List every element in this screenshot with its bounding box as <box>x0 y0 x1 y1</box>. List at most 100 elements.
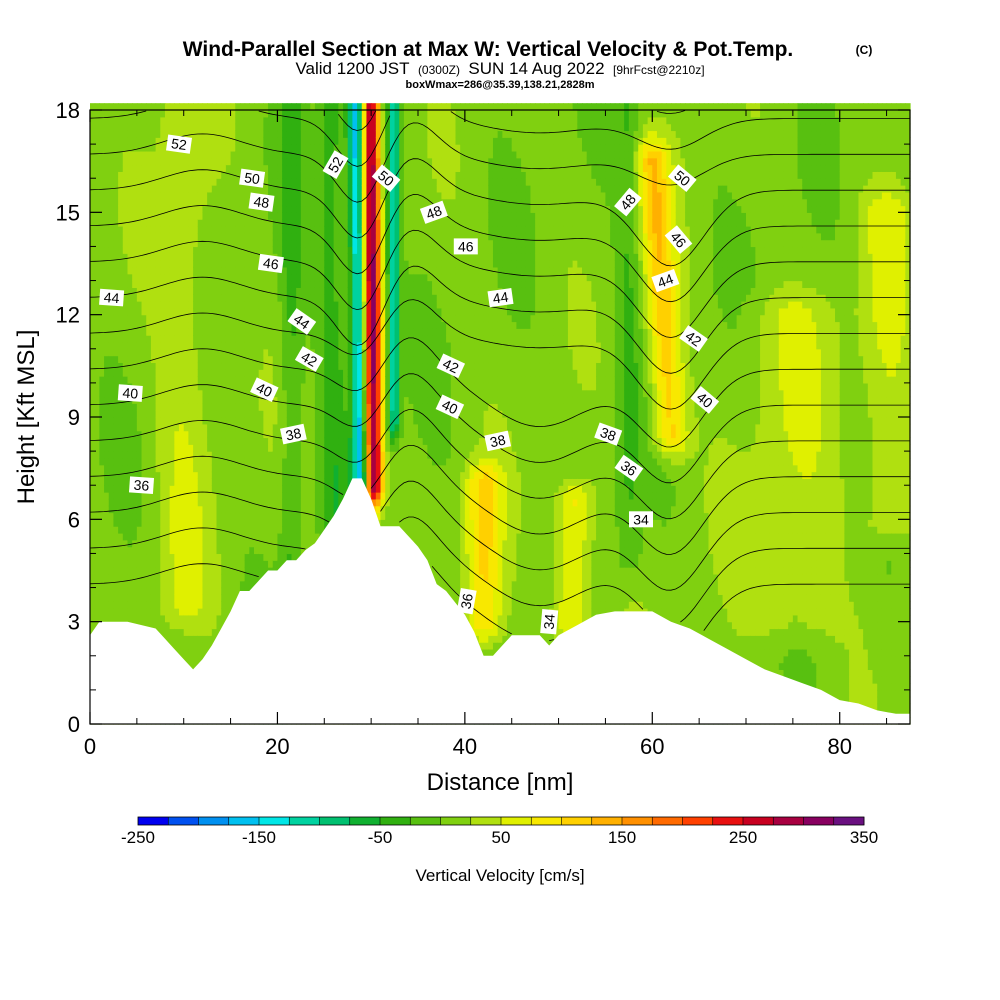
velocity-cell <box>123 274 128 281</box>
velocity-cell <box>273 294 278 301</box>
velocity-cell <box>277 437 282 444</box>
velocity-cell <box>109 165 114 172</box>
velocity-cell <box>118 376 123 383</box>
velocity-cell <box>184 178 189 185</box>
velocity-cell <box>137 553 142 560</box>
velocity-cell <box>188 588 193 595</box>
velocity-cell <box>95 110 100 117</box>
velocity-cell <box>90 130 95 137</box>
velocity-cell <box>235 342 240 349</box>
velocity-cell <box>184 335 189 342</box>
velocity-cell <box>165 513 170 520</box>
velocity-cell <box>188 192 193 199</box>
velocity-cell <box>90 192 95 199</box>
velocity-cell <box>198 117 203 124</box>
velocity-cell <box>170 151 175 158</box>
velocity-cell <box>273 547 278 554</box>
velocity-cell <box>127 424 132 431</box>
velocity-cell <box>268 560 273 567</box>
velocity-cell <box>231 212 236 219</box>
velocity-cell <box>212 622 217 629</box>
velocity-cell <box>184 635 189 642</box>
velocity-cell <box>174 513 179 520</box>
velocity-cell <box>99 226 104 233</box>
velocity-cell <box>109 417 114 424</box>
velocity-cell <box>249 465 254 472</box>
velocity-cell <box>170 267 175 274</box>
velocity-cell <box>179 212 184 219</box>
velocity-cell <box>90 253 95 260</box>
velocity-cell <box>170 233 175 240</box>
velocity-cell <box>123 253 128 260</box>
velocity-cell <box>99 274 104 281</box>
velocity-cell <box>254 274 259 281</box>
velocity-cell <box>245 492 250 499</box>
velocity-cell <box>212 417 217 424</box>
velocity-cell <box>95 294 100 301</box>
velocity-cell <box>188 124 193 131</box>
velocity-cell <box>127 403 132 410</box>
velocity-cell <box>221 574 226 581</box>
velocity-cell <box>95 212 100 219</box>
velocity-cell <box>268 519 273 526</box>
velocity-cell <box>132 437 137 444</box>
velocity-cell <box>104 137 109 144</box>
velocity-cell <box>240 185 245 192</box>
velocity-cell <box>151 274 156 281</box>
velocity-cell <box>174 472 179 479</box>
velocity-cell <box>282 506 287 513</box>
velocity-cell <box>104 151 109 158</box>
velocity-cell <box>212 281 217 288</box>
velocity-cell <box>160 478 165 485</box>
velocity-cell <box>184 171 189 178</box>
velocity-cell <box>198 458 203 465</box>
velocity-cell <box>179 472 184 479</box>
velocity-cell <box>231 328 236 335</box>
velocity-cell <box>249 540 254 547</box>
velocity-cell <box>193 513 198 520</box>
velocity-cell <box>165 165 170 172</box>
velocity-cell <box>179 294 184 301</box>
velocity-cell <box>137 526 142 533</box>
velocity-cell <box>165 287 170 294</box>
velocity-cell <box>193 356 198 363</box>
velocity-cell <box>240 444 245 451</box>
velocity-cell <box>109 226 114 233</box>
velocity-cell <box>151 567 156 574</box>
velocity-cell <box>113 519 118 526</box>
velocity-cell <box>249 219 254 226</box>
velocity-cell <box>235 233 240 240</box>
velocity-cell <box>142 260 147 267</box>
velocity-cell <box>160 403 165 410</box>
velocity-cell <box>217 417 222 424</box>
velocity-cell <box>104 383 109 390</box>
velocity-cell <box>193 158 198 165</box>
velocity-cell <box>90 581 95 588</box>
velocity-cell <box>99 383 104 390</box>
velocity-cell <box>254 301 259 308</box>
velocity-cell <box>165 124 170 131</box>
velocity-cell <box>217 533 222 540</box>
velocity-cell <box>193 424 198 431</box>
velocity-cell <box>142 165 147 172</box>
velocity-cell <box>217 472 222 479</box>
velocity-cell <box>282 499 287 506</box>
velocity-cell <box>123 117 128 124</box>
velocity-cell <box>235 110 240 117</box>
velocity-cell <box>207 226 212 233</box>
velocity-cell <box>249 458 254 465</box>
velocity-cell <box>249 567 254 574</box>
velocity-cell <box>109 362 114 369</box>
velocity-cell <box>156 328 161 335</box>
velocity-cell <box>245 349 250 356</box>
velocity-cell <box>268 124 273 131</box>
velocity-cell <box>193 526 198 533</box>
velocity-cell <box>184 356 189 363</box>
velocity-cell <box>137 369 142 376</box>
velocity-cell <box>90 622 95 629</box>
velocity-cell <box>226 171 231 178</box>
velocity-cell <box>137 185 142 192</box>
velocity-cell <box>198 240 203 247</box>
velocity-cell <box>254 294 259 301</box>
velocity-cell <box>127 253 132 260</box>
